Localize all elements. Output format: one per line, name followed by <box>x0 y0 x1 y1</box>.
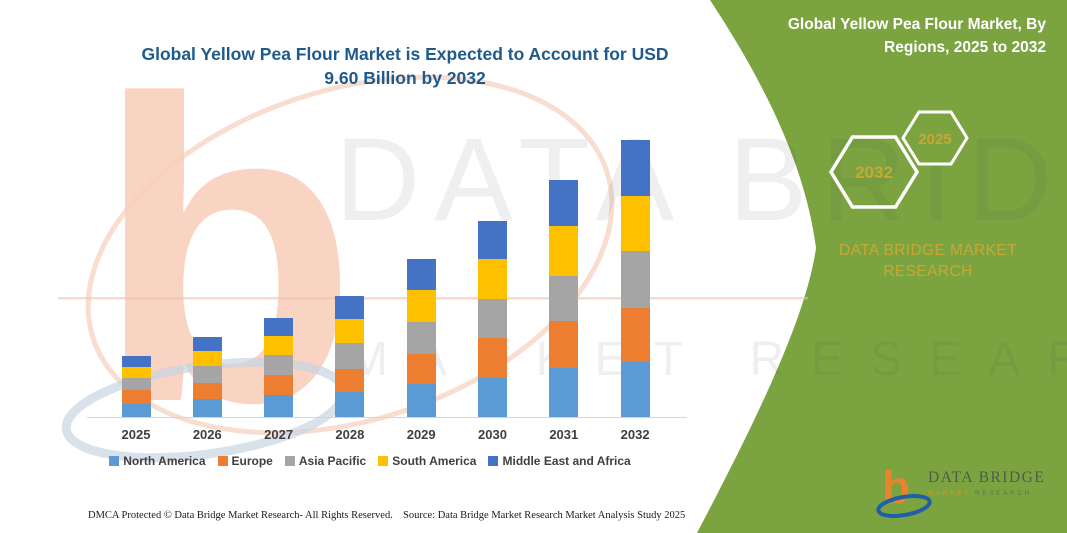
legend-item-middle-east-and-africa: Middle East and Africa <box>488 454 631 468</box>
bar-segment-north-america-2031 <box>549 367 579 417</box>
legend-item-north-america: North America <box>109 454 206 468</box>
bar-segment-north-america-2030 <box>478 378 507 417</box>
logo-mark: b <box>876 461 932 518</box>
legend-label-south-america: South America <box>392 454 477 468</box>
green-panel-shape <box>697 0 1067 533</box>
bar-segment-europe-2032 <box>620 307 650 362</box>
logo-tagline-word2: RESEARCH <box>974 490 1032 497</box>
legend-label-middle-east-and-africa: Middle East and Africa <box>502 454 631 468</box>
chart-title-line1: Global Yellow Pea Flour Market is Expect… <box>141 44 669 64</box>
brand-text-line2: RESEARCH <box>883 263 973 280</box>
bar-segment-asia-pacific-2029 <box>406 321 436 355</box>
bar-segment-europe-2025 <box>121 390 151 405</box>
bar-segment-europe-2027 <box>264 374 294 396</box>
bar-segment-middle-east-and-africa-2026 <box>192 337 222 351</box>
logo-tagline-word1: MARKET <box>928 490 971 497</box>
x-axis-label-2030: 2030 <box>478 427 507 442</box>
x-axis-label-2029: 2029 <box>406 427 436 442</box>
bar-segment-middle-east-and-africa-2025 <box>121 356 151 368</box>
bar-segment-asia-pacific-2026 <box>192 365 222 384</box>
bar-segment-south-america-2029 <box>406 290 436 322</box>
panel-title-line2: Regions, 2025 to 2032 <box>884 39 1046 56</box>
bar-segment-asia-pacific-2032 <box>620 251 650 308</box>
bar-segment-europe-2029 <box>406 354 436 385</box>
bar-segment-north-america-2032 <box>620 361 650 417</box>
bar-segment-asia-pacific-2031 <box>549 275 579 321</box>
logo-text: DATA BRIDGE MARKET RESEARCH <box>928 469 1067 497</box>
bar-segment-europe-2028 <box>335 368 365 393</box>
panel-title-line1: Global Yellow Pea Flour Market, By <box>787 16 1046 33</box>
bar-segment-south-america-2031 <box>549 226 579 276</box>
legend-label-north-america: North America <box>123 454 206 468</box>
chart-title-line2: 9.60 Billion by 2032 <box>324 68 486 88</box>
bar-segment-south-america-2032 <box>620 196 650 252</box>
brand-text-line1: DATA BRIDGE MARKET <box>838 242 1017 259</box>
legend-label-asia-pacific: Asia Pacific <box>298 454 367 468</box>
logo-b-icon: b <box>882 461 910 513</box>
x-axis-label-2031: 2031 <box>549 427 579 442</box>
bar-segment-asia-pacific-2028 <box>335 343 365 369</box>
hexagon-2025-icon <box>901 110 969 166</box>
bar-segment-north-america-2027 <box>264 395 294 417</box>
bar-segment-europe-2030 <box>478 338 507 379</box>
footer-dmca-text: DMCA Protected © Data Bridge Market Rese… <box>88 510 393 521</box>
x-axis-line <box>87 417 687 418</box>
bar-segment-middle-east-and-africa-2030 <box>478 220 507 260</box>
chart-legend: North America Europe Asia Pacific South Ame… <box>45 454 695 468</box>
logo-tagline: MARKET RESEARCH <box>928 490 1067 497</box>
bar-segment-middle-east-and-africa-2031 <box>549 179 579 226</box>
bar-segment-north-america-2029 <box>406 384 436 417</box>
bar-segment-middle-east-and-africa-2027 <box>264 317 294 337</box>
hexagon-2032-icon <box>828 135 920 209</box>
chart-title: Global Yellow Pea Flour Market is Expect… <box>105 42 705 90</box>
bar-segment-south-america-2027 <box>264 336 294 356</box>
legend-item-asia-pacific: Asia Pacific <box>284 454 367 468</box>
panel-title: Global Yellow Pea Flour Market, By Regio… <box>730 13 1046 59</box>
bar-segment-asia-pacific-2030 <box>478 299 507 339</box>
bar-segment-asia-pacific-2027 <box>264 355 294 375</box>
legend-swatch-europe <box>217 456 228 466</box>
x-axis-label-2026: 2026 <box>192 427 222 442</box>
bar-segment-south-america-2026 <box>192 350 222 366</box>
brand-text: DATA BRIDGE MARKET RESEARCH <box>813 240 1043 282</box>
x-axis-label-2032: 2032 <box>620 427 650 442</box>
bar-segment-middle-east-and-africa-2032 <box>620 140 650 196</box>
logo-name: DATA BRIDGE <box>928 469 1046 486</box>
footer-source-text: Source: Data Bridge Market Research Mark… <box>403 510 686 521</box>
hexagon-2032-label: 2032 <box>855 163 893 182</box>
bar-segment-south-america-2028 <box>335 319 365 344</box>
bar-segment-south-america-2030 <box>478 259 507 300</box>
legend-swatch-south-america <box>378 456 389 466</box>
bar-segment-asia-pacific-2025 <box>121 378 151 391</box>
legend-swatch-middle-east-and-africa <box>488 456 499 466</box>
x-axis-label-2027: 2027 <box>264 427 294 442</box>
legend-item-south-america: South America <box>378 454 476 468</box>
bar-segment-north-america-2026 <box>192 398 222 417</box>
x-axis-label-2028: 2028 <box>335 427 365 442</box>
logo-swoosh-icon <box>876 494 932 518</box>
legend-swatch-north-america <box>109 456 120 466</box>
bar-segment-middle-east-and-africa-2029 <box>406 259 436 291</box>
bar-segment-middle-east-and-africa-2028 <box>335 296 365 320</box>
legend-swatch-asia-pacific <box>284 456 295 466</box>
x-axis-label-2025: 2025 <box>121 427 151 442</box>
bar-segment-north-america-2025 <box>121 404 151 417</box>
bar-segment-south-america-2025 <box>121 367 151 379</box>
legend-label-europe: Europe <box>231 454 273 468</box>
hexagon-2025-label: 2025 <box>918 131 951 148</box>
bar-segment-europe-2031 <box>549 320 579 368</box>
year-hexagons: 2032 2025 <box>828 110 969 209</box>
bar-segment-north-america-2028 <box>335 392 365 417</box>
bar-segment-europe-2026 <box>192 383 222 399</box>
legend-item-europe: Europe <box>217 454 273 468</box>
